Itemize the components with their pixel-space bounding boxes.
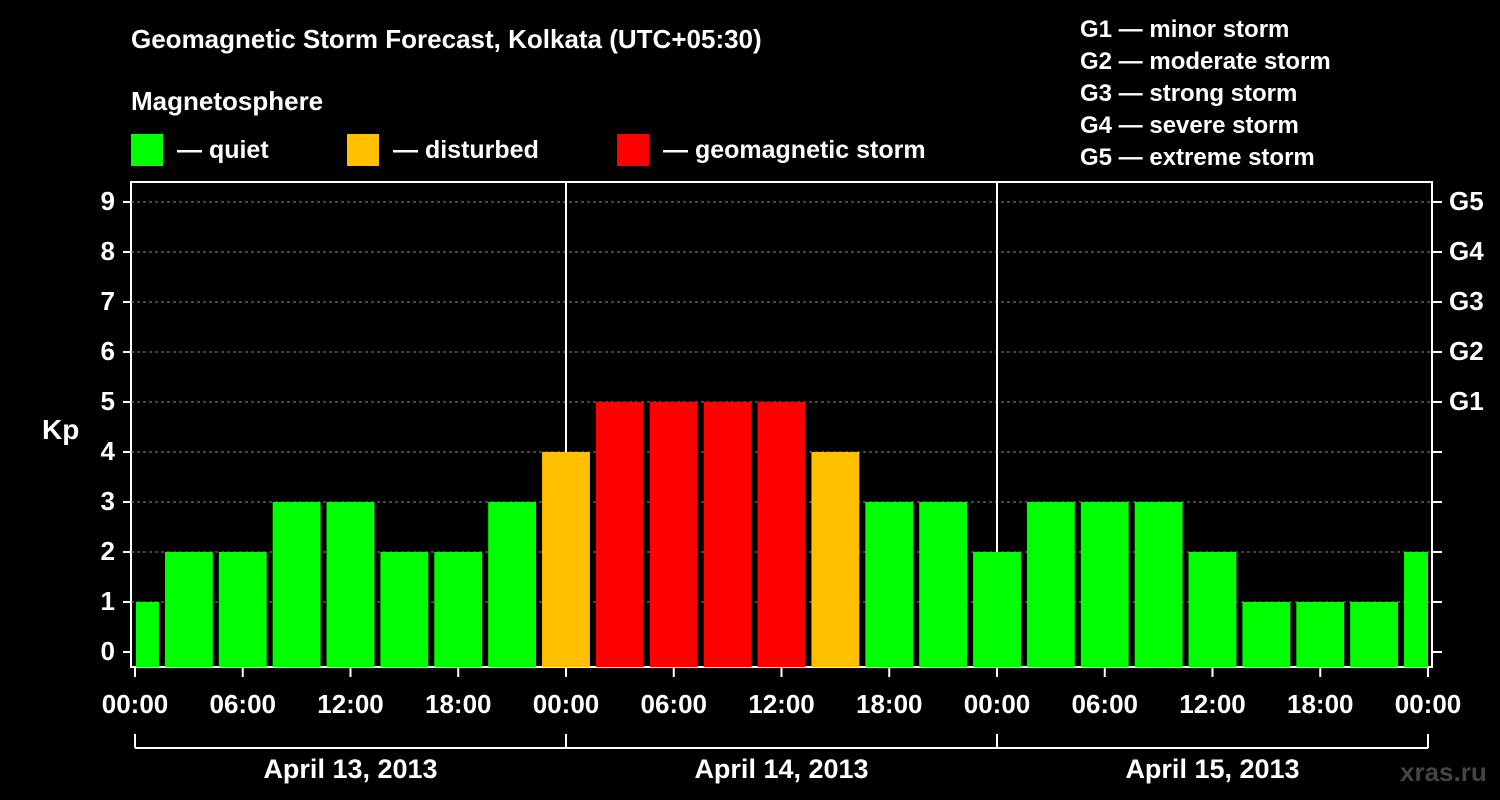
kp-bar (380, 552, 429, 667)
g-scale-item-g3: G3 — strong storm (1080, 80, 1298, 107)
y-tick-label: 4 (101, 436, 116, 466)
y-axis-label: Kp (42, 414, 80, 445)
kp-bar (865, 502, 914, 667)
g-scale-item-g1: G1 — minor storm (1080, 16, 1290, 43)
kp-bar (164, 552, 213, 667)
legend-swatch-quiet (131, 134, 163, 166)
y-tick-label: 6 (101, 336, 115, 366)
x-tick-label: 00:00 (102, 689, 169, 719)
kp-bar (542, 452, 590, 667)
kp-bar (434, 552, 483, 667)
kp-bar (1296, 602, 1345, 667)
x-tick-label: 06:00 (641, 689, 708, 719)
g-tick-label: G5 (1449, 186, 1484, 216)
legend-storm: — geomagnetic storm (617, 134, 926, 166)
y-tick-label: 2 (101, 536, 115, 566)
kp-bar (326, 502, 375, 667)
legend-swatch-disturbed (347, 134, 379, 166)
g-tick-label: G4 (1449, 236, 1484, 266)
day-label: April 14, 2013 (694, 754, 868, 784)
x-tick-label: 00:00 (964, 689, 1031, 719)
watermark: xras.ru (1400, 757, 1487, 787)
kp-bar (1350, 602, 1399, 667)
kp-bar (649, 402, 698, 667)
y-tick-label: 7 (101, 286, 115, 316)
day-label: April 13, 2013 (263, 754, 437, 784)
chart-title: Geomagnetic Storm Forecast, Kolkata (UTC… (131, 24, 762, 54)
day-label: April 15, 2013 (1125, 754, 1299, 784)
kp-bar (1080, 502, 1129, 667)
kp-bar (1188, 552, 1237, 667)
legend-swatch-storm (617, 134, 649, 166)
kp-bar (136, 602, 159, 667)
g-tick-label: G3 (1449, 286, 1484, 316)
kp-bar (218, 552, 267, 667)
y-tick-label: 9 (101, 186, 115, 216)
legend-label-disturbed: — disturbed (393, 135, 539, 164)
x-tick-label: 12:00 (1179, 689, 1246, 719)
y-tick-label: 5 (101, 386, 115, 416)
x-tick-label: 00:00 (1395, 689, 1462, 719)
x-tick-label: 12:00 (317, 689, 384, 719)
y-tick-label: 1 (101, 586, 115, 616)
x-tick-label: 06:00 (210, 689, 277, 719)
g-scale-legend: G1 — minor storm G2 — moderate storm G3 … (1080, 14, 1331, 174)
x-tick-label: 00:00 (533, 689, 600, 719)
legend-label-storm: — geomagnetic storm (663, 135, 926, 164)
x-tick-label: 18:00 (856, 689, 923, 719)
kp-bar (1404, 552, 1428, 667)
y-tick-label: 8 (101, 236, 115, 266)
g-scale-item-g5: G5 — extreme storm (1080, 144, 1315, 171)
x-tick-label: 18:00 (1287, 689, 1354, 719)
g-tick-label: G2 (1449, 336, 1484, 366)
y-tick-label: 3 (101, 486, 115, 516)
kp-bar (757, 402, 806, 667)
kp-bar (973, 552, 1021, 667)
kp-bar (1026, 502, 1075, 667)
y-tick-label: 0 (101, 636, 115, 666)
kp-bar (595, 402, 644, 667)
kp-bar (811, 452, 860, 667)
kp-bar (272, 502, 321, 667)
x-tick-label: 12:00 (748, 689, 815, 719)
kp-bar (488, 502, 537, 667)
x-tick-label: 18:00 (425, 689, 492, 719)
kp-bar (1242, 602, 1291, 667)
g-scale-item-g4: G4 — severe storm (1080, 112, 1299, 139)
kp-bar (703, 402, 752, 667)
legend-label-quiet: — quiet (177, 135, 269, 164)
x-tick-label: 06:00 (1072, 689, 1139, 719)
g-scale-item-g2: G2 — moderate storm (1080, 48, 1331, 75)
magnetosphere-heading: Magnetosphere (131, 86, 324, 116)
legend-quiet: — quiet (131, 134, 269, 166)
g-tick-label: G1 (1449, 386, 1484, 416)
kp-bar (919, 502, 968, 667)
kp-bar (1134, 502, 1183, 667)
legend-disturbed: — disturbed (347, 134, 539, 166)
